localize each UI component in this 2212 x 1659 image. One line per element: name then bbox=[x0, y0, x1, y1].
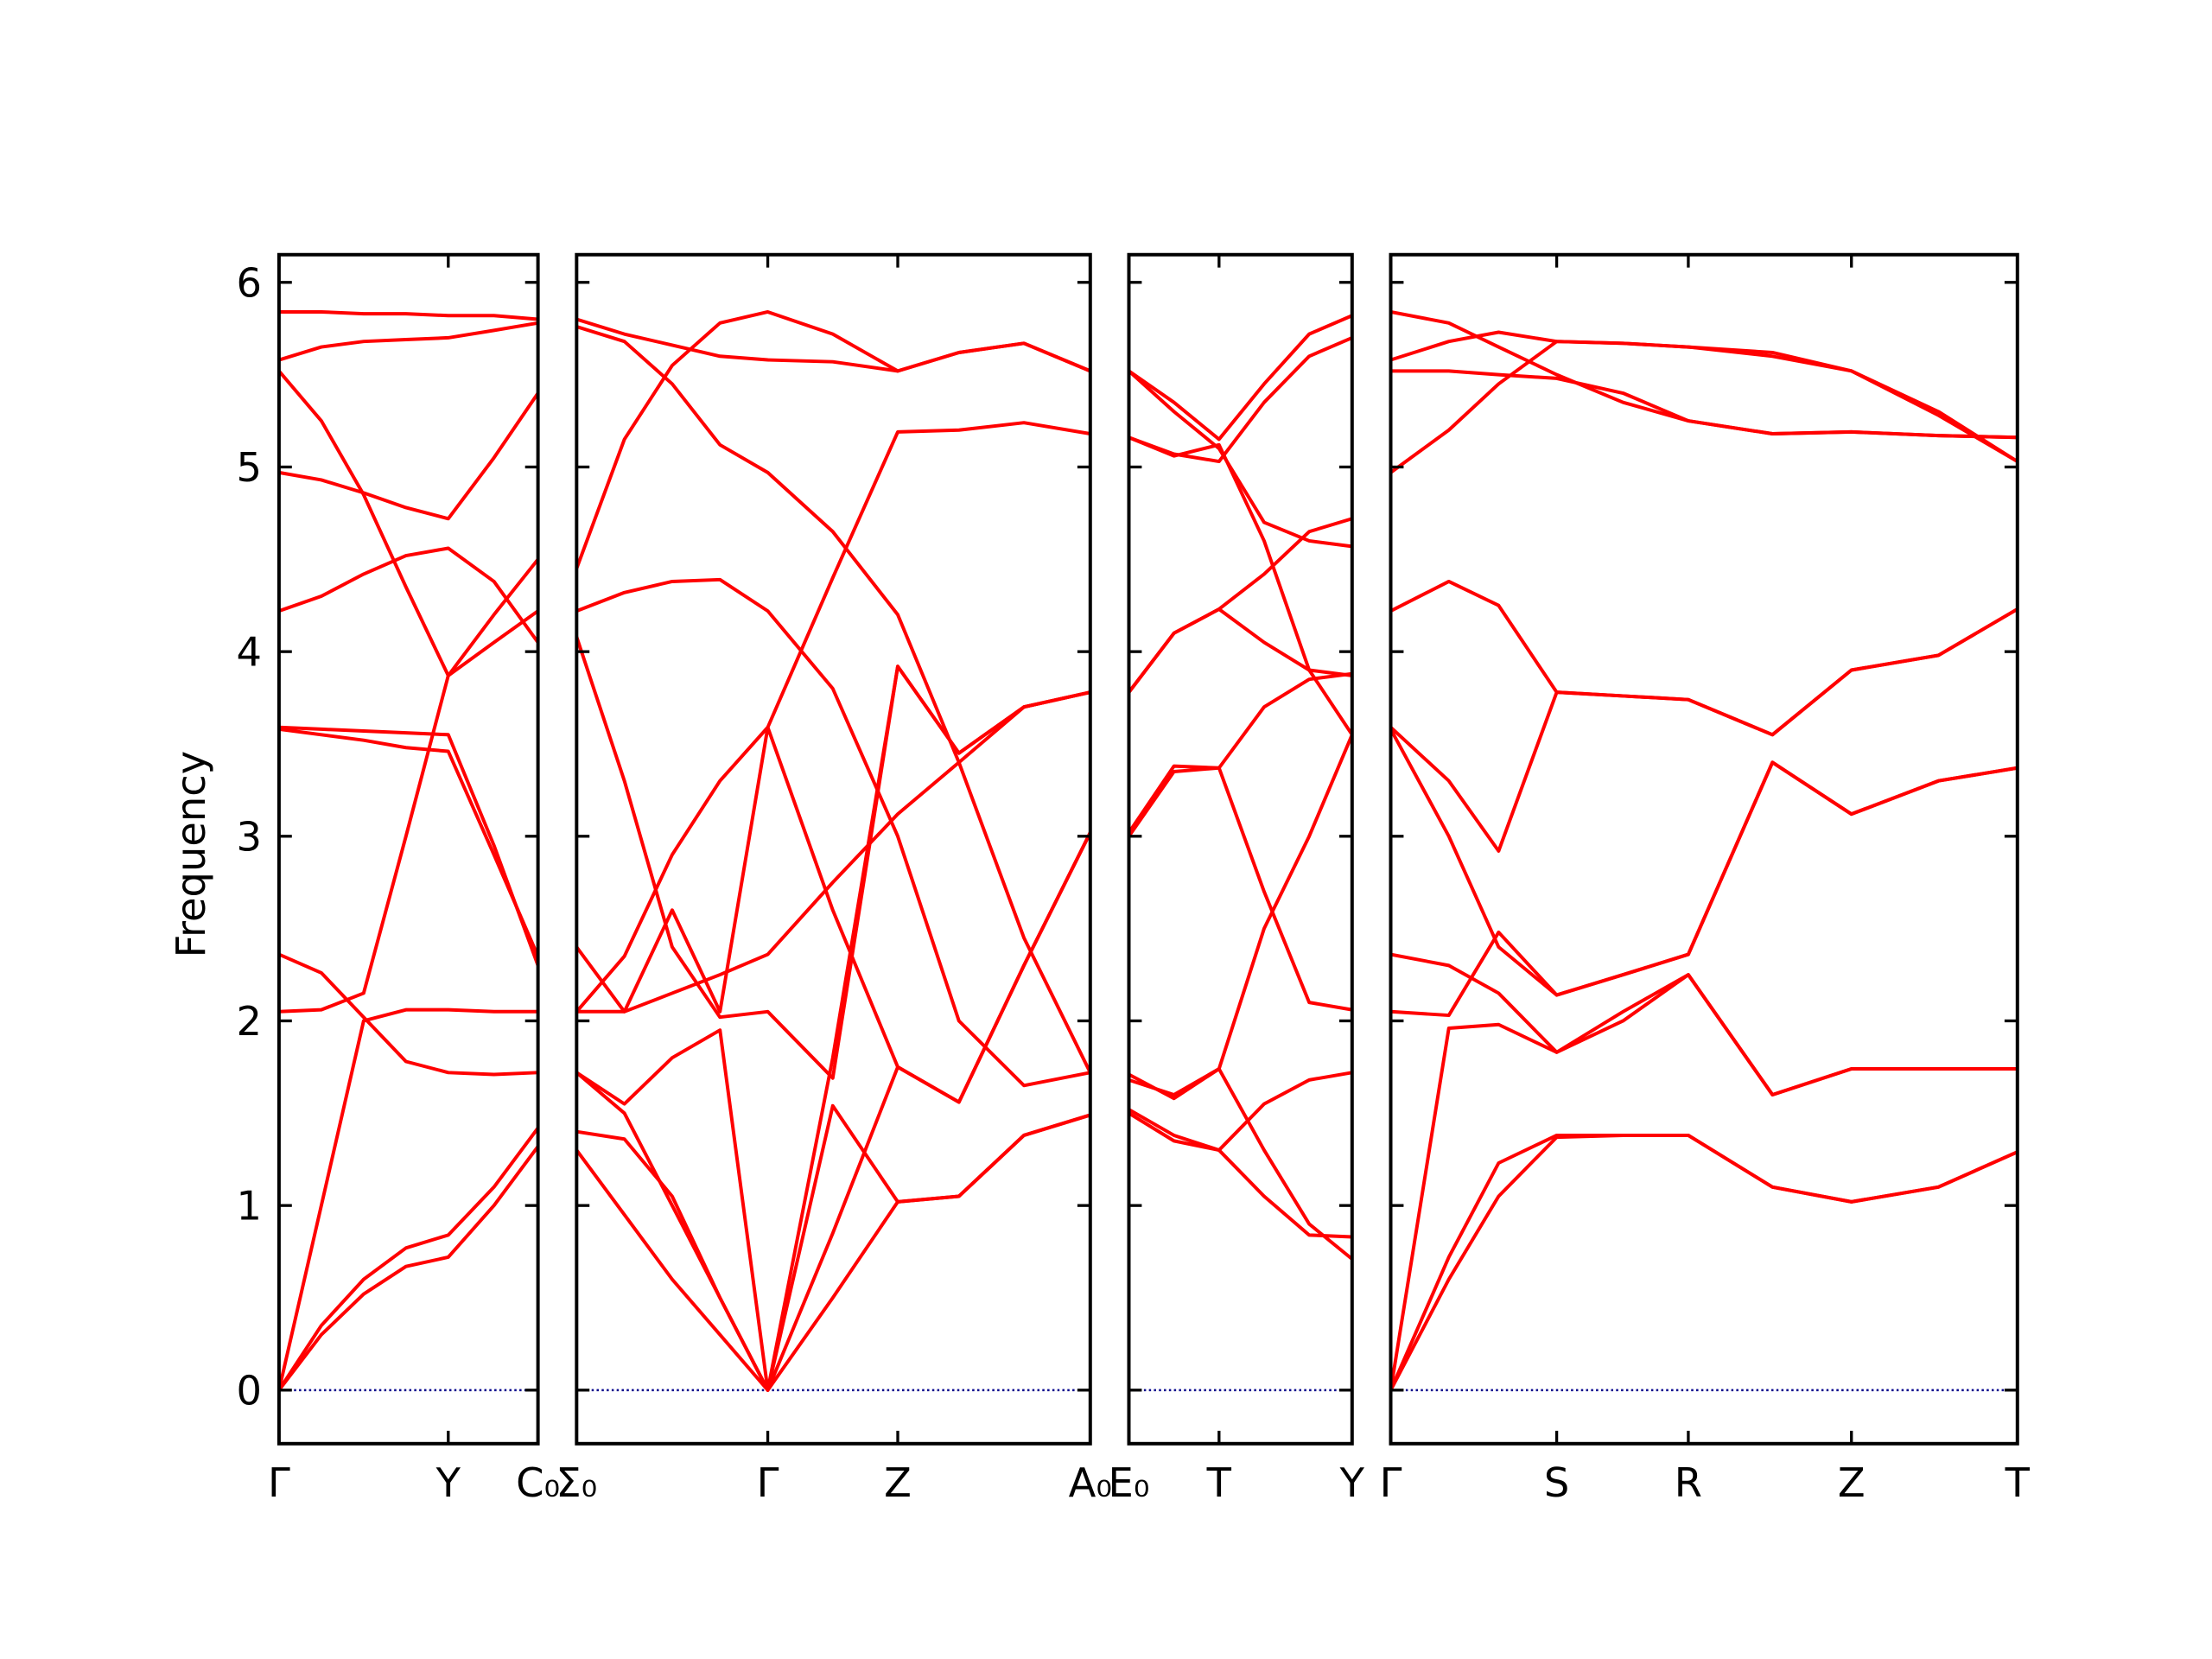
band-line bbox=[278, 1127, 538, 1391]
band-line bbox=[1128, 671, 1352, 837]
bands bbox=[576, 309, 1090, 1392]
y-tick-label: 6 bbox=[237, 259, 263, 306]
band-line bbox=[576, 325, 1090, 1074]
x-tick-label: Γ bbox=[268, 1459, 290, 1506]
x-tick-label: C₀ bbox=[516, 1459, 560, 1506]
bands bbox=[1128, 314, 1352, 1261]
band-line bbox=[1390, 973, 2018, 1391]
band-line bbox=[278, 546, 538, 644]
band-line bbox=[278, 1007, 538, 1391]
y-tick-label: 0 bbox=[237, 1367, 263, 1414]
bands bbox=[278, 309, 538, 1392]
band-line bbox=[1128, 764, 1352, 1012]
y-tick-label: 1 bbox=[237, 1183, 263, 1230]
panel-frame bbox=[1127, 252, 1354, 1446]
band-line bbox=[576, 421, 1090, 1014]
x-tick-label: R bbox=[1675, 1459, 1702, 1506]
x-tick-label: T bbox=[2005, 1459, 2031, 1506]
band-line bbox=[1128, 1071, 1352, 1153]
x-tick-label: Y bbox=[435, 1459, 461, 1506]
band-line bbox=[1128, 607, 1352, 694]
band-line bbox=[278, 727, 538, 957]
band-line bbox=[1390, 760, 2018, 1018]
band-line bbox=[576, 690, 1090, 1014]
x-tick-label: Σ₀ bbox=[556, 1459, 597, 1506]
panel-frame bbox=[276, 252, 540, 1446]
y-tick-label: 4 bbox=[237, 629, 263, 676]
band-line bbox=[1390, 340, 2018, 474]
panel-frame bbox=[1389, 252, 2019, 1446]
band-line bbox=[576, 831, 1090, 1392]
x-tick-label: A₀ bbox=[1069, 1459, 1112, 1506]
x-tick-label: Z bbox=[884, 1459, 912, 1506]
band-line bbox=[278, 391, 538, 521]
band-line bbox=[278, 1145, 538, 1392]
band-line bbox=[278, 952, 538, 1077]
band-line bbox=[576, 1113, 1090, 1392]
band-line bbox=[1128, 734, 1352, 1101]
band-line bbox=[1128, 1067, 1352, 1261]
band-line bbox=[278, 309, 538, 321]
panel-frame bbox=[575, 252, 1092, 1446]
y-tick-label: 3 bbox=[237, 813, 263, 860]
band-line bbox=[576, 664, 1090, 1392]
band-line bbox=[576, 309, 1090, 569]
band-line bbox=[278, 725, 538, 967]
x-tick-label: S bbox=[1544, 1459, 1569, 1506]
y-tick-label: 5 bbox=[237, 444, 263, 491]
x-tick-label: Z bbox=[1838, 1459, 1866, 1506]
band-line bbox=[1390, 1133, 2018, 1391]
y-tick-label: 2 bbox=[237, 998, 263, 1045]
band-line bbox=[1390, 369, 2018, 440]
band-line bbox=[278, 370, 538, 677]
band-line bbox=[576, 577, 1090, 1088]
x-tick-label: T bbox=[1206, 1459, 1232, 1506]
band-line bbox=[1128, 435, 1352, 736]
band-line bbox=[1128, 369, 1352, 549]
band-line bbox=[278, 321, 538, 362]
x-tick-label: Y bbox=[1339, 1459, 1365, 1506]
band-line bbox=[278, 558, 538, 1014]
y-axis-label: Frequency bbox=[168, 751, 214, 957]
band-line bbox=[1128, 314, 1352, 442]
bands bbox=[1390, 310, 2018, 1391]
band-line bbox=[1128, 1108, 1352, 1239]
band-line bbox=[1390, 607, 2018, 853]
x-tick-label: E₀ bbox=[1109, 1459, 1150, 1506]
x-tick-label: Γ bbox=[1380, 1459, 1402, 1506]
x-tick-label: Γ bbox=[757, 1459, 779, 1506]
